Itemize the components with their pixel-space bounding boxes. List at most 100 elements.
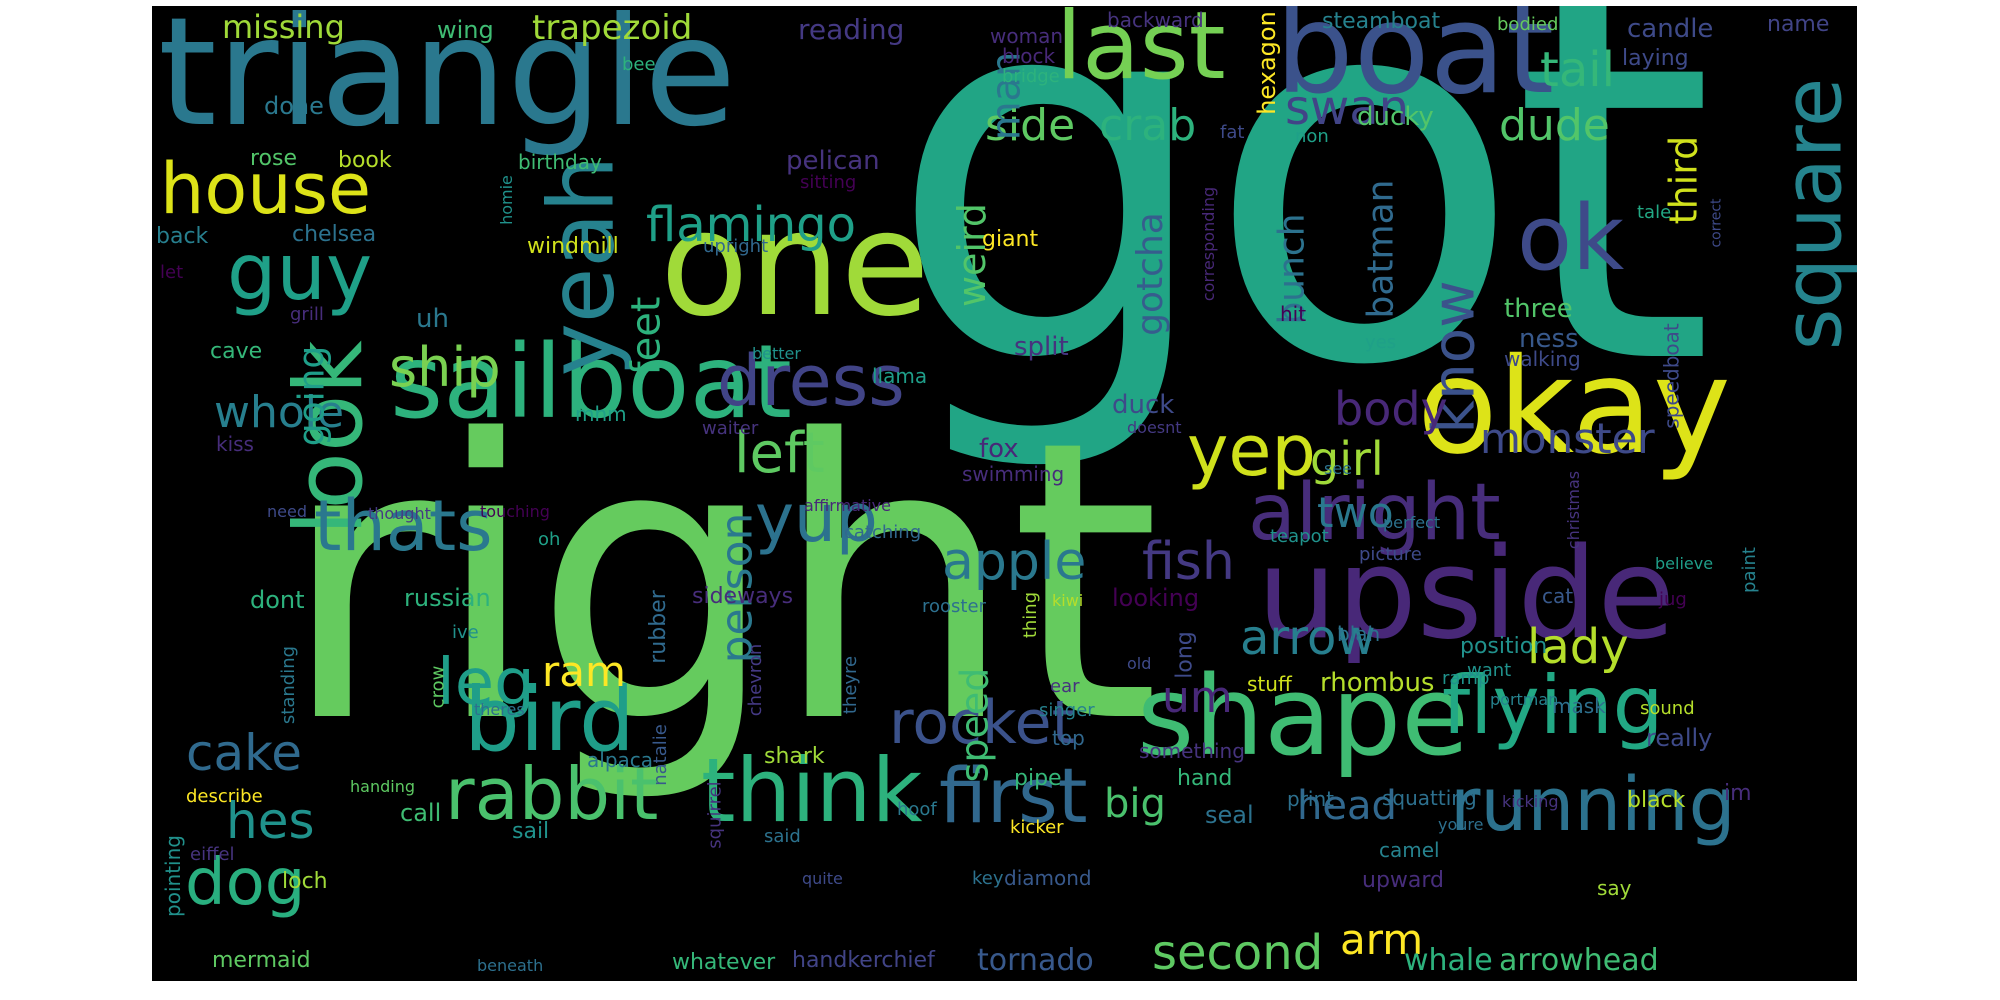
word-big: big bbox=[1104, 781, 1166, 827]
word-mask: mask bbox=[1552, 694, 1606, 718]
word-old: old bbox=[1127, 654, 1152, 673]
word-something: something bbox=[1139, 739, 1245, 763]
word-paint: paint bbox=[1738, 547, 1760, 593]
word-yes: yes bbox=[1365, 332, 1397, 353]
word-windmill: windmill bbox=[527, 234, 619, 259]
word-want: want bbox=[1467, 660, 1512, 681]
word-jug: jug bbox=[1659, 589, 1687, 610]
word-black: black bbox=[1627, 788, 1686, 813]
word-said: said bbox=[764, 826, 801, 847]
word-ok: ok bbox=[1517, 186, 1625, 291]
word-bodied: bodied bbox=[1497, 14, 1559, 35]
word-youre: youre bbox=[1438, 815, 1484, 834]
word-right: right bbox=[280, 359, 1161, 807]
word-ramp: ramp bbox=[1442, 668, 1490, 689]
word-hes: hes bbox=[226, 792, 315, 850]
word-body: body bbox=[1334, 382, 1448, 436]
word-eiffel: eiffel bbox=[190, 844, 235, 865]
word-squatting: squatting bbox=[1382, 786, 1477, 810]
word-feet: feet bbox=[623, 296, 670, 376]
word-rubber: rubber bbox=[645, 590, 671, 664]
word-running: running bbox=[1450, 762, 1736, 848]
word-sideways: sideways bbox=[692, 584, 794, 609]
word-woman: woman bbox=[990, 24, 1064, 48]
word-rabbit: rabbit bbox=[445, 752, 659, 836]
word-theyre: theyre bbox=[840, 655, 862, 715]
word-chelsea: chelsea bbox=[292, 222, 377, 247]
word-ear: ear bbox=[1050, 676, 1080, 697]
word-duck: duck bbox=[1112, 390, 1175, 420]
word-rose: rose bbox=[250, 146, 298, 171]
word-three: three bbox=[1504, 294, 1573, 324]
word-second: second bbox=[1152, 925, 1324, 981]
word-waiter: waiter bbox=[702, 418, 759, 439]
word-really: really bbox=[1646, 724, 1713, 752]
word-rocket: rocket bbox=[889, 688, 1076, 758]
word-correct: correct bbox=[1708, 198, 1725, 248]
word-steamboat: steamboat bbox=[1322, 9, 1441, 34]
word-trapezoid: trapezoid bbox=[532, 8, 693, 48]
word-doesnt: doesnt bbox=[1127, 418, 1182, 437]
word-looking: looking bbox=[1112, 584, 1200, 612]
word-cake: cake bbox=[186, 724, 303, 782]
word-catching: catching bbox=[844, 522, 922, 543]
word-russian: russian bbox=[404, 584, 491, 612]
word-leg: leg bbox=[437, 646, 535, 720]
word-birthday: birthday bbox=[518, 150, 602, 174]
word-flying: flying bbox=[1442, 659, 1664, 752]
word-ducky: ducky bbox=[1357, 102, 1434, 132]
word-monster: monster bbox=[1480, 414, 1655, 463]
word-uh: uh bbox=[416, 304, 449, 334]
word-kicking: kicking bbox=[1502, 792, 1559, 811]
word-picture: picture bbox=[1359, 544, 1422, 565]
word-blah: blah bbox=[1337, 622, 1381, 646]
word-whale: whale bbox=[1404, 943, 1493, 978]
word-head: head bbox=[1297, 783, 1397, 829]
word-upward: upward bbox=[1362, 868, 1445, 893]
word-better: better bbox=[752, 344, 801, 363]
word-affirmative: affirmative bbox=[804, 496, 891, 515]
word-mermaid: mermaid bbox=[212, 948, 311, 973]
word-first: first bbox=[939, 751, 1088, 840]
word-quite: quite bbox=[802, 869, 843, 888]
word-ship: ship bbox=[389, 336, 501, 399]
word-seal: seal bbox=[1205, 801, 1254, 829]
word-going: going bbox=[291, 345, 333, 447]
word-hexagon: hexagon bbox=[1252, 11, 1281, 115]
word-perfect: perfect bbox=[1383, 513, 1441, 532]
word-sound: sound bbox=[1640, 698, 1695, 719]
word-thing: thing bbox=[1020, 591, 1042, 639]
word-bridge: bridge bbox=[1002, 66, 1060, 87]
word-arm: arm bbox=[1340, 915, 1424, 964]
word-kiwi: kiwi bbox=[1052, 591, 1084, 610]
word-crab: crab bbox=[1099, 100, 1197, 151]
word-whole: whole bbox=[214, 387, 345, 438]
word-corresponding: corresponding bbox=[1199, 186, 1219, 302]
word-shark: shark bbox=[764, 744, 825, 769]
word-yep: yep bbox=[1187, 410, 1316, 492]
word-singer: singer bbox=[1039, 700, 1095, 721]
word-laying: laying bbox=[1622, 46, 1689, 71]
word-im: im bbox=[1724, 781, 1752, 806]
word-guy: guy bbox=[227, 228, 373, 318]
word-fat: fat bbox=[1220, 122, 1245, 143]
word-ness: ness bbox=[1519, 324, 1579, 354]
word-stuff: stuff bbox=[1247, 672, 1292, 696]
word-last: last bbox=[1056, 6, 1226, 101]
word-touching: touching bbox=[480, 502, 550, 521]
word-swimming: swimming bbox=[962, 462, 1065, 486]
word-natalie: natalie bbox=[649, 724, 671, 786]
word-thats: thats bbox=[314, 485, 493, 567]
word-rooster: rooster bbox=[922, 596, 986, 617]
word-lady: lady bbox=[1527, 619, 1629, 675]
word-top: top bbox=[1052, 726, 1085, 750]
word-sitting: sitting bbox=[800, 172, 857, 193]
word-dog: dog bbox=[185, 846, 306, 920]
word-split: split bbox=[1014, 332, 1069, 362]
word-yup: yup bbox=[755, 480, 878, 557]
word-kiss: kiss bbox=[216, 432, 254, 456]
word-teapot: teapot bbox=[1270, 526, 1329, 547]
word-dont: dont bbox=[250, 586, 305, 614]
word-block: block bbox=[1002, 44, 1056, 68]
word-sail: sail bbox=[512, 819, 550, 844]
